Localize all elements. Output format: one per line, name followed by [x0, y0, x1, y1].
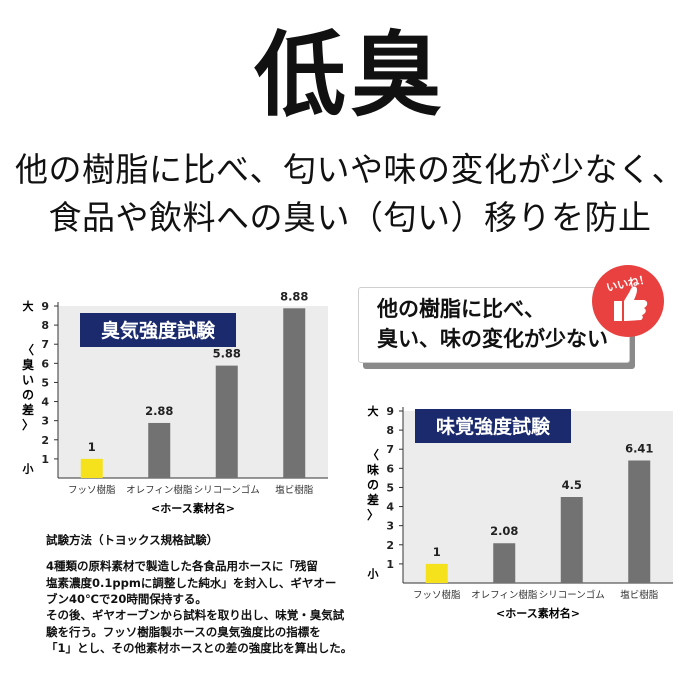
category-label: フッソ樹脂 [413, 589, 461, 601]
chart-title-box [415, 409, 571, 443]
category-label: オレフィン樹脂 [126, 484, 193, 496]
y-tick-label: 3 [386, 520, 394, 533]
chart-title: 味覚強度試験 [436, 415, 551, 438]
y-axis-label-char: 味 [367, 462, 379, 477]
y-tick-label: 1 [386, 558, 394, 571]
y-axis-label-char: の [367, 478, 379, 492]
y-axis-label-char: 〉 [367, 507, 379, 522]
thumbs-up-badge: いいね！ [592, 265, 664, 337]
y-bottom-label: 小 [367, 566, 379, 580]
y-tick-label: 5 [386, 481, 394, 494]
y-tick-label: 1 [41, 453, 49, 466]
y-axis-label-char: 差 [21, 402, 34, 417]
method-line: その後、ギヤオーブンから試料を取り出し、味覚・臭気試 [46, 608, 345, 623]
bar [628, 460, 651, 583]
bar [560, 497, 583, 583]
y-top-label: 大 [368, 404, 379, 418]
data-label: 8.88 [280, 289, 308, 303]
data-label: 2.88 [145, 404, 173, 418]
y-axis-label-char: 〉 [22, 417, 34, 432]
bar [283, 308, 306, 478]
x-axis-label: <ホース素材名> [151, 501, 235, 515]
y-axis-label-char: 〈 [22, 342, 34, 357]
method-line: 験を行う。フッソ樹脂製ホースの臭気強度比の指標を [46, 624, 321, 639]
test-method: 試験方法（トヨックス規格試験） 4種類の原料素材で製造した各食品用ホースに「残留… [46, 532, 386, 656]
subtitle-line-2: 食品や飲料への臭い（匂い）移りを防止 [48, 198, 652, 237]
subtitle-line-1: 他の樹脂に比べ、匂いや味の変化が少なく、 [15, 150, 685, 189]
test-method-heading: 試験方法（トヨックス規格試験） [46, 533, 219, 547]
category-label: 塩ビ樹脂 [620, 589, 659, 601]
bar [493, 543, 516, 583]
bar [215, 365, 238, 478]
thumbs-up-icon [614, 286, 648, 321]
data-label: 1 [88, 440, 96, 454]
y-axis-label-char: 臭 [22, 357, 34, 372]
method-line: 4種類の原料素材で製造した各食品用ホースに「残留 [46, 559, 318, 574]
y-axis-label-char: の [22, 388, 34, 402]
chart-title: 臭気強度試験 [101, 319, 216, 342]
callout-line-1: 他の樹脂に比べ、 [377, 297, 545, 321]
data-label: 1 [433, 545, 441, 559]
y-tick-label: 7 [41, 338, 49, 351]
y-top-label: 大 [23, 299, 34, 313]
y-axis-label-char: 〈 [367, 447, 379, 462]
bar [148, 422, 171, 478]
category-label: オレフィン樹脂 [471, 589, 538, 601]
method-line: ブン40℃で20時間保持する。 [46, 591, 207, 606]
y-tick-label: 5 [41, 376, 49, 389]
y-tick-label: 8 [41, 319, 49, 332]
chart-title-box [80, 313, 236, 347]
y-tick-label: 7 [386, 443, 394, 456]
category-label: シリコーンゴム [194, 484, 260, 496]
category-label: フッソ樹脂 [68, 484, 116, 496]
method-line: 塩素濃度0.1ppmに調整した純水」を封入し、ギヤオー [46, 575, 337, 590]
y-axis-label-char: い [22, 373, 34, 387]
comparison-callout: 他の樹脂に比べ、 臭い、味の変化が少ない [358, 287, 630, 363]
callout-line-2: 臭い、味の変化が少ない [377, 327, 608, 351]
y-tick-label: 9 [41, 300, 49, 313]
data-label: 6.41 [625, 441, 653, 455]
method-line: 「1」とし、その他素材ホースとの差の強度比を算出した。 [46, 640, 353, 655]
y-bottom-label: 小 [22, 461, 34, 475]
y-tick-label: 3 [41, 415, 49, 428]
bar [425, 563, 448, 583]
y-tick-label: 4 [386, 501, 394, 514]
category-label: 塩ビ樹脂 [275, 484, 314, 496]
data-label: 5.88 [213, 347, 241, 361]
y-tick-label: 6 [386, 462, 394, 475]
data-label: 4.5 [562, 478, 582, 492]
y-tick-label: 2 [386, 539, 394, 552]
y-tick-label: 9 [386, 405, 394, 418]
y-axis-label-char: 差 [366, 492, 379, 507]
page-title: 低臭 [253, 22, 446, 129]
y-tick-label: 2 [41, 434, 49, 447]
bar [80, 458, 103, 478]
y-tick-label: 4 [41, 396, 49, 409]
data-label: 2.08 [490, 524, 518, 538]
category-label: シリコーンゴム [539, 589, 605, 601]
y-tick-label: 6 [41, 357, 49, 370]
x-axis-label: <ホース素材名> [496, 606, 580, 620]
y-tick-label: 8 [386, 424, 394, 437]
taste-intensity-chart: 1 2 3 4 5 6 7 8 9大小 〈味の差〉 1 フッソ樹脂 2.08 オレフィン樹脂 4.5 シリコー… [366, 404, 673, 620]
